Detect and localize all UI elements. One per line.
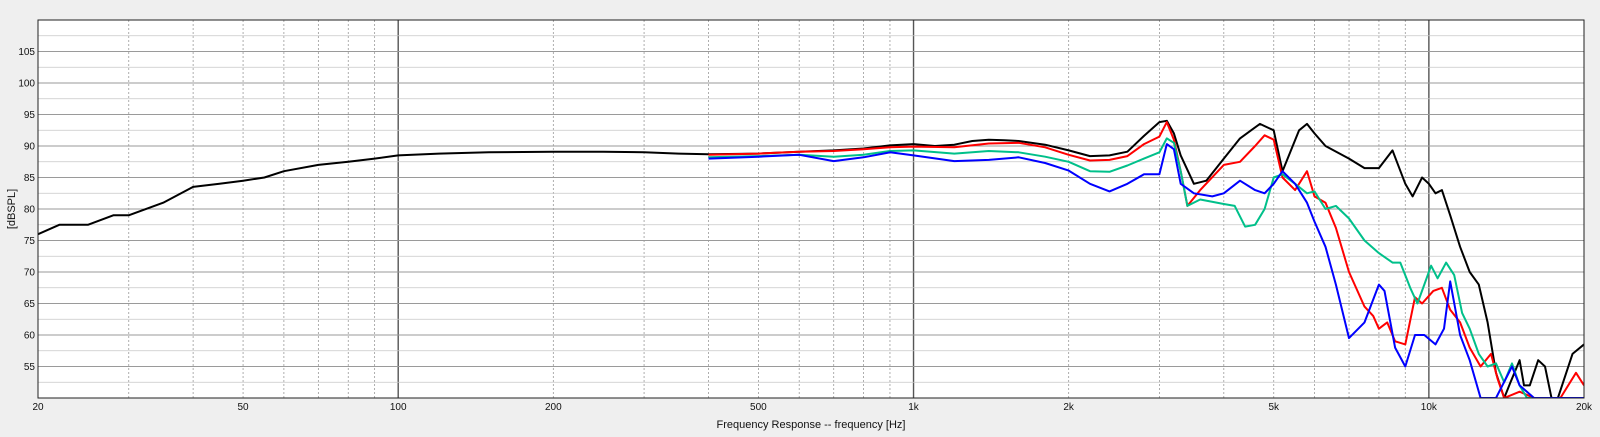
series-line-4 bbox=[708, 143, 1584, 398]
y-tick-label: 105 bbox=[18, 47, 35, 58]
x-tick-label: 5k bbox=[1268, 402, 1280, 413]
x-tick-label: 50 bbox=[238, 402, 250, 413]
y-tick-label: 65 bbox=[24, 299, 36, 310]
x-tick-label: 20k bbox=[1576, 402, 1593, 413]
x-tick-label: 200 bbox=[545, 402, 562, 413]
x-tick-label: 500 bbox=[750, 402, 767, 413]
x-tick-label: 1k bbox=[908, 402, 920, 413]
y-tick-label: 70 bbox=[24, 268, 36, 279]
y-tick-label: 55 bbox=[24, 362, 36, 373]
y-tick-label: 90 bbox=[24, 142, 36, 153]
grid bbox=[38, 20, 1584, 398]
y-axis-title: [dBSPL] bbox=[6, 189, 18, 229]
x-tick-label: 2k bbox=[1063, 402, 1075, 413]
y-tick-label: 60 bbox=[24, 331, 36, 342]
series-lines bbox=[38, 119, 1584, 398]
y-tick-label: 85 bbox=[24, 173, 36, 184]
x-tick-label: 10k bbox=[1421, 402, 1438, 413]
x-tick-label: 100 bbox=[390, 402, 407, 413]
y-tick-label: 95 bbox=[24, 110, 36, 121]
y-tick-labels: 55 60 65 70 75 80 85 90 95 100 105 bbox=[18, 47, 35, 373]
series-line-3 bbox=[708, 137, 1584, 398]
x-tick-labels: 20 50 100 200 500 1k 2k 5k 10k 20k bbox=[32, 402, 1593, 413]
series-line-2 bbox=[708, 121, 1584, 398]
series-line-1 bbox=[38, 119, 1584, 398]
plot-frame bbox=[37, 19, 1585, 399]
x-axis-title: Frequency Response -- frequency [Hz] bbox=[717, 419, 906, 431]
y-tick-label: 75 bbox=[24, 236, 36, 247]
y-tick-label: 100 bbox=[18, 79, 35, 90]
x-tick-label: 20 bbox=[32, 402, 44, 413]
y-tick-label: 80 bbox=[24, 205, 36, 216]
